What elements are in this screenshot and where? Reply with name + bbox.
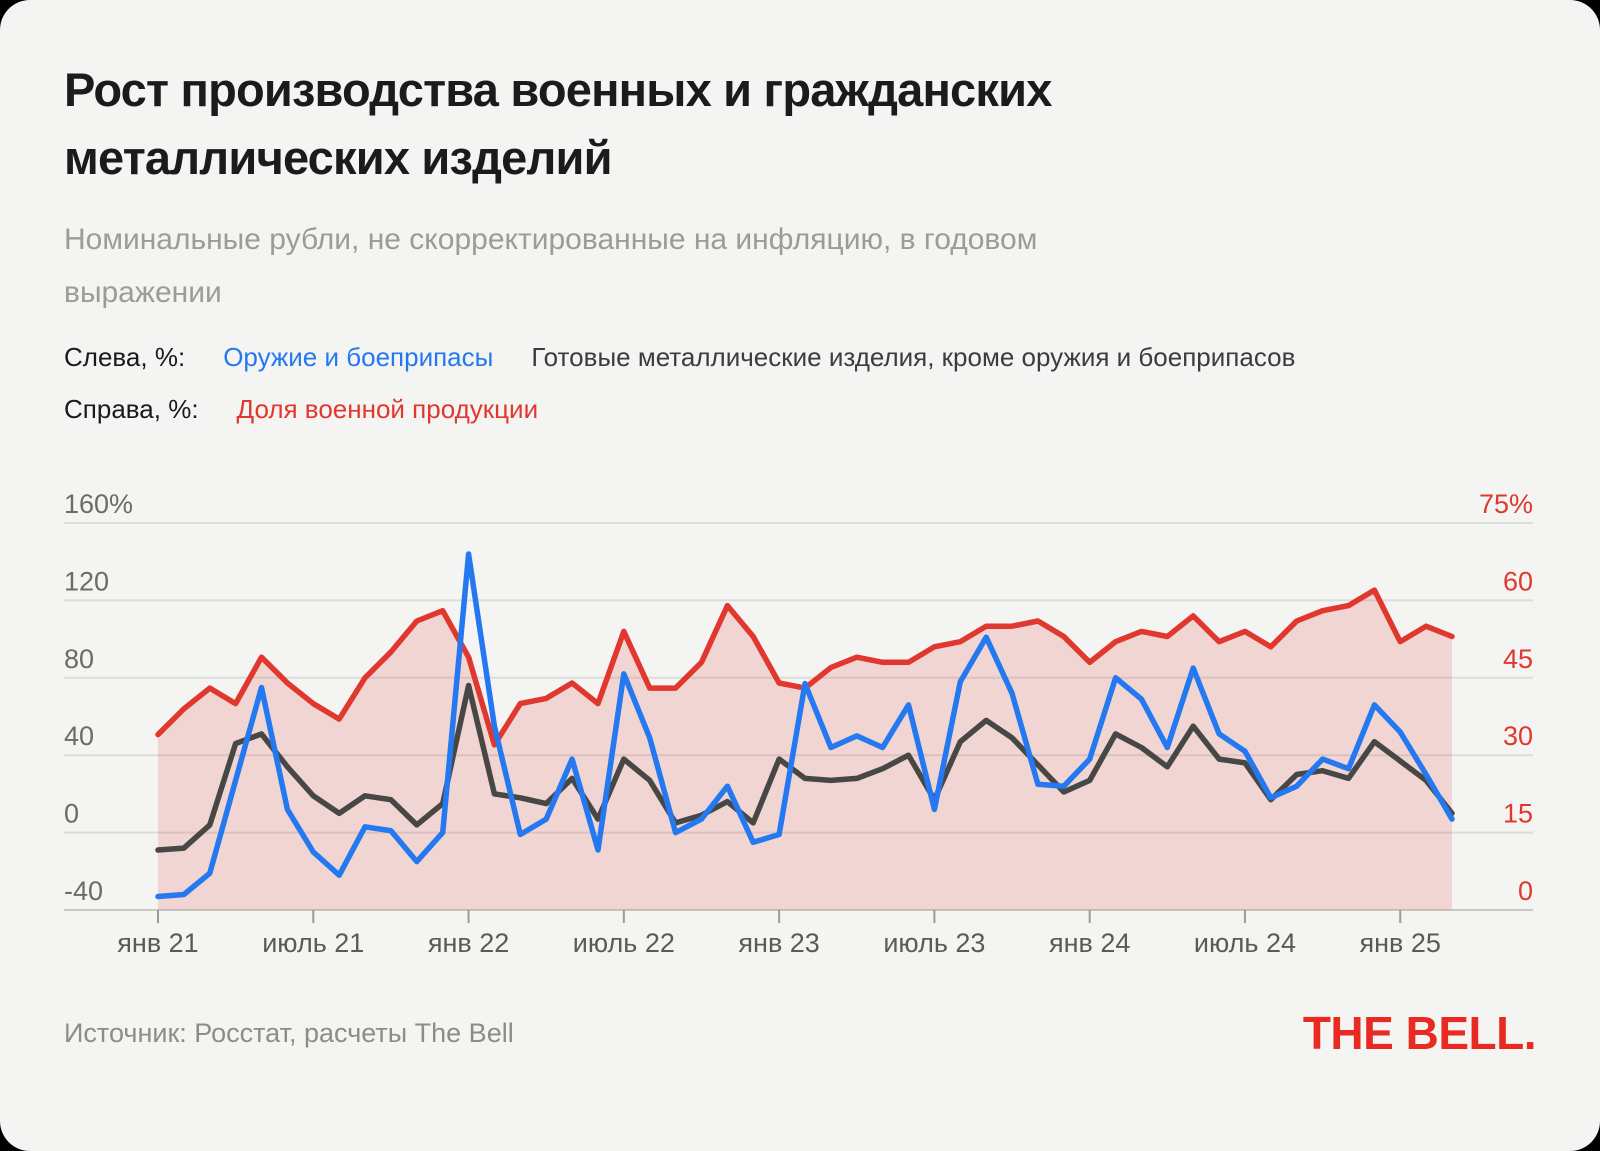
- legend-item-metal-goods: Готовые металлические изделия, кроме ору…: [531, 342, 1296, 372]
- x-axis-label: янв 25: [1360, 928, 1441, 958]
- x-axis-label: июль 21: [262, 928, 364, 958]
- the-bell-logo: THE BELL.: [1302, 1007, 1537, 1059]
- legend-right-axis-prefix: Справа, %:: [64, 394, 199, 424]
- x-axis-label: янв 22: [428, 928, 509, 958]
- left-axis-label: 80: [64, 644, 94, 674]
- right-axis-label: 0: [1518, 876, 1533, 906]
- weapons-line: [155, 551, 1455, 900]
- left-axis-label: 40: [64, 721, 94, 751]
- x-axis-label: июль 24: [1194, 928, 1296, 958]
- legend-row-right-axis: Справа, %: Доля военной продукции: [64, 394, 1514, 425]
- right-axis-label: 45: [1503, 644, 1533, 674]
- legend-left-axis-prefix: Слева, %:: [64, 342, 186, 372]
- x-axis-label: июль 23: [883, 928, 985, 958]
- subtitle: Номинальные рубли, не скорректированные …: [64, 214, 1424, 319]
- x-axis-label: янв 21: [117, 928, 198, 958]
- chart-canvas: 160% 75% 120 60 80 45 40 30 0 15 -40 0 янв 21 июль 21…: [64, 489, 1533, 958]
- metal-goods-line: [155, 682, 1455, 853]
- title-line-2: металлических изделий: [64, 131, 612, 185]
- right-axis-label: 60: [1503, 566, 1533, 596]
- legend-item-weapons: Оружие и боеприпасы: [223, 342, 494, 372]
- left-axis-label: -40: [64, 876, 103, 906]
- x-axis-label: янв 23: [738, 928, 819, 958]
- subtitle-line-2: выражении: [64, 275, 222, 309]
- line-chart: 160% 75% 120 60 80 45 40 30 0 15 -40 0 янв 21 июль 21…: [0, 460, 1600, 990]
- right-axis-label: 75%: [1479, 489, 1533, 519]
- x-axis-label: янв 24: [1049, 928, 1130, 958]
- page-title: Рост производства военных и гражданских …: [64, 56, 1424, 192]
- title-line-1: Рост производства военных и гражданских: [64, 63, 1052, 116]
- military-share-area-fill: [158, 590, 1452, 910]
- right-axis-label: 30: [1503, 721, 1533, 751]
- legend-row-left-axis: Слева, %: Оружие и боеприпасы Готовые ме…: [64, 342, 1514, 373]
- legend-item-military-share: Доля военной продукции: [236, 394, 539, 424]
- subtitle-line-1: Номинальные рубли, не скорректированные …: [64, 223, 1038, 256]
- left-axis-label: 120: [64, 566, 109, 596]
- source-note: Источник: Росстат, расчеты The Bell: [64, 1018, 514, 1048]
- x-axis-label: июль 22: [573, 928, 675, 958]
- left-axis-label: 0: [64, 799, 79, 829]
- right-axis-label: 15: [1503, 799, 1533, 829]
- left-axis-label: 160%: [64, 489, 133, 519]
